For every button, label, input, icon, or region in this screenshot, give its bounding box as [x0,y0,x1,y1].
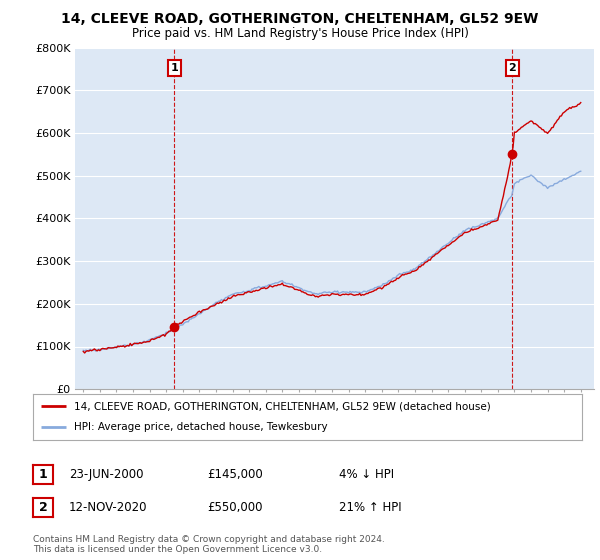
Text: 4% ↓ HPI: 4% ↓ HPI [339,468,394,482]
Text: 2: 2 [508,63,516,73]
Text: 14, CLEEVE ROAD, GOTHERINGTON, CHELTENHAM, GL52 9EW: 14, CLEEVE ROAD, GOTHERINGTON, CHELTENHA… [61,12,539,26]
Text: 21% ↑ HPI: 21% ↑ HPI [339,501,401,515]
Text: 1: 1 [38,468,47,482]
Text: 12-NOV-2020: 12-NOV-2020 [69,501,148,515]
Text: This data is licensed under the Open Government Licence v3.0.: This data is licensed under the Open Gov… [33,545,322,554]
Text: £145,000: £145,000 [207,468,263,482]
Text: HPI: Average price, detached house, Tewkesbury: HPI: Average price, detached house, Tewk… [74,422,328,432]
Text: Price paid vs. HM Land Registry's House Price Index (HPI): Price paid vs. HM Land Registry's House … [131,27,469,40]
Text: 23-JUN-2000: 23-JUN-2000 [69,468,143,482]
Text: 1: 1 [170,63,178,73]
Text: £550,000: £550,000 [207,501,263,515]
Text: Contains HM Land Registry data © Crown copyright and database right 2024.: Contains HM Land Registry data © Crown c… [33,535,385,544]
Text: 2: 2 [38,501,47,515]
Text: 14, CLEEVE ROAD, GOTHERINGTON, CHELTENHAM, GL52 9EW (detached house): 14, CLEEVE ROAD, GOTHERINGTON, CHELTENHA… [74,401,491,411]
